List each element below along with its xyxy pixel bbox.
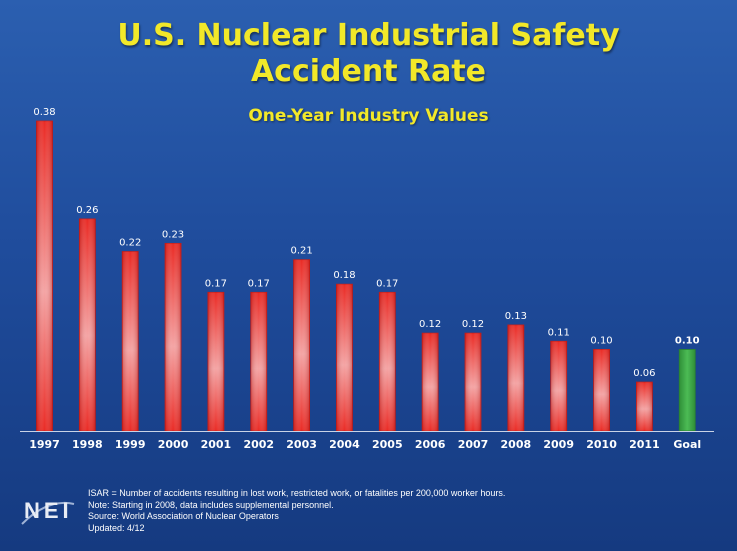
title-line-1: U.S. Nuclear Industrial Safety — [117, 18, 620, 53]
bar-shade-1999 — [122, 251, 139, 431]
value-label-2011: 0.06 — [633, 368, 655, 379]
footer-source: Source: World Association of Nuclear Ope… — [88, 511, 279, 521]
value-label-1997: 0.38 — [33, 107, 55, 118]
footer-updated: Updated: 4/12 — [88, 522, 145, 533]
value-label-1998: 0.26 — [76, 205, 98, 216]
title-line-2: Accident Rate — [250, 54, 487, 89]
value-label-2010: 0.10 — [590, 335, 612, 346]
footer-note-isar: ISAR = Number of accidents resulting in … — [88, 488, 506, 498]
tick-label-2010: 2010 — [586, 438, 617, 451]
tick-label-2003: 2003 — [286, 438, 317, 451]
tick-label-goal: Goal — [673, 438, 701, 451]
bar-goal — [678, 349, 696, 432]
bar-shade-1998 — [79, 218, 96, 431]
nei-logo-swoosh-icon — [21, 502, 75, 525]
tick-label-1998: 1998 — [72, 438, 103, 451]
bar-shade-2000 — [165, 243, 182, 431]
value-label-2001: 0.17 — [205, 278, 227, 289]
value-label-2008: 0.13 — [505, 311, 527, 322]
bar-shade-2006 — [422, 333, 439, 431]
tick-label-1999: 1999 — [115, 438, 146, 451]
tick-label-2001: 2001 — [201, 438, 232, 451]
tick-label-2011: 2011 — [629, 438, 660, 451]
bar-shade-2003 — [293, 259, 310, 431]
nei-logo: NEI — [24, 498, 73, 523]
tick-label-2009: 2009 — [543, 438, 574, 451]
tick-label-2006: 2006 — [415, 438, 446, 451]
bar-shade-1997 — [36, 121, 53, 431]
chart-subtitle: One-Year Industry Values — [248, 106, 489, 126]
value-label-2006: 0.12 — [419, 319, 441, 330]
bar-shade-2011 — [636, 382, 653, 431]
bar-shade-2002 — [250, 292, 267, 431]
value-label-2005: 0.17 — [376, 278, 398, 289]
bar-shade-2004 — [336, 284, 353, 431]
value-label-2003: 0.21 — [290, 246, 312, 257]
value-label-1999: 0.22 — [119, 238, 141, 249]
bar-shade-2007 — [465, 333, 481, 431]
footer-note-2008: Note: Starting in 2008, data includes su… — [88, 499, 334, 510]
bar-shade-2010 — [593, 349, 610, 431]
tick-label-2008: 2008 — [501, 438, 532, 451]
tick-label-2004: 2004 — [329, 438, 360, 451]
tick-label-2005: 2005 — [372, 438, 403, 451]
tick-label-2000: 2000 — [158, 438, 189, 451]
tick-label-1997: 1997 — [29, 438, 60, 451]
tick-label-2002: 2002 — [243, 438, 274, 451]
bar-shade-2001 — [207, 292, 224, 431]
value-label-2007: 0.12 — [462, 319, 484, 330]
value-label-goal: 0.10 — [675, 335, 700, 346]
value-label-2000: 0.23 — [162, 229, 184, 240]
bar-shade-2005 — [379, 292, 396, 431]
bar-shade-2009 — [550, 341, 567, 431]
footer-notes: ISAR = Number of accidents resulting in … — [88, 488, 505, 534]
value-label-2002: 0.17 — [248, 278, 270, 289]
value-label-2009: 0.11 — [548, 327, 570, 338]
chart-title: U.S. Nuclear Industrial Safety Accident … — [0, 18, 737, 90]
tick-label-2007: 2007 — [458, 438, 489, 451]
value-label-2004: 0.18 — [333, 270, 355, 281]
bar-shade-2008 — [507, 324, 524, 431]
